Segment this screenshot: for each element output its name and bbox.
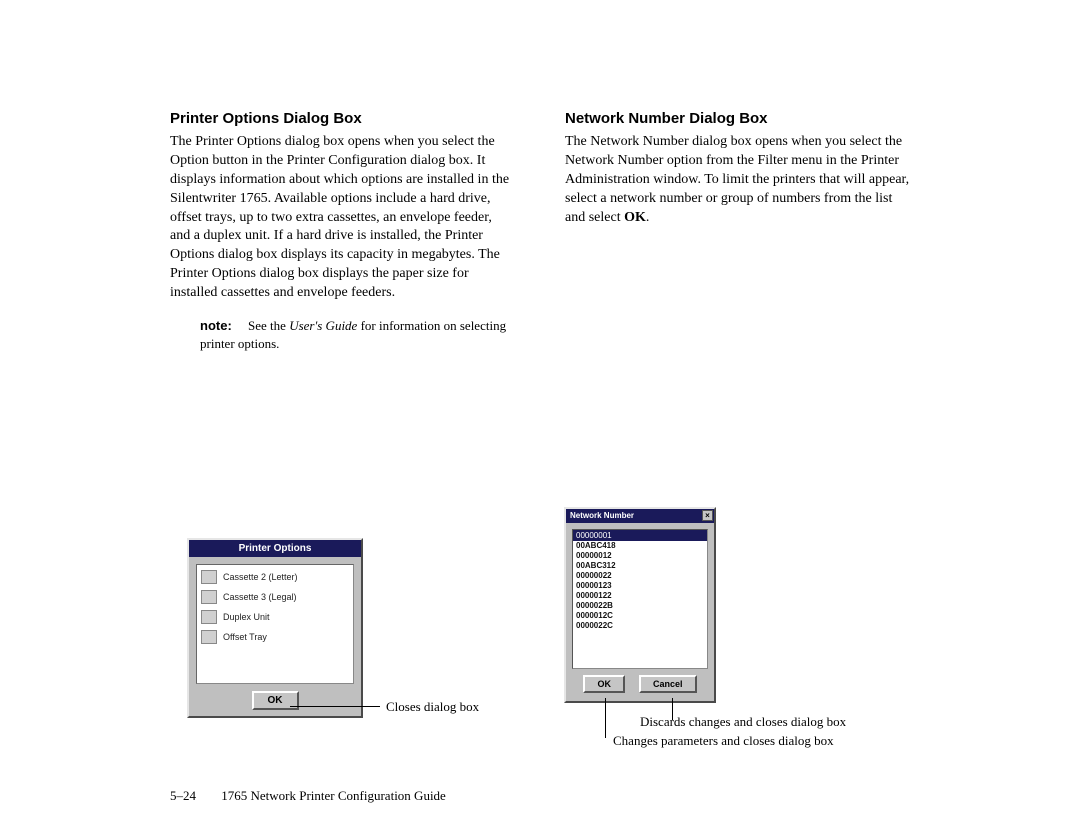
- network-number-dialog: Network Number × 00000001 00ABC418 00000…: [564, 507, 716, 703]
- callout-line: [290, 706, 380, 707]
- callout-closes: Closes dialog box: [386, 698, 479, 716]
- list-item-label: Cassette 3 (Legal): [223, 592, 297, 602]
- callout-line: [605, 698, 606, 738]
- list-item[interactable]: 00000012: [573, 551, 707, 561]
- footer-title: 1765 Network Printer Configuration Guide: [221, 788, 446, 803]
- note-label: note:: [200, 318, 232, 333]
- list-item[interactable]: 00ABC418: [573, 541, 707, 551]
- list-item[interactable]: 0000022B: [573, 601, 707, 611]
- network-number-body: The Network Number dialog box opens when…: [565, 133, 910, 227]
- list-item-label: Duplex Unit: [223, 612, 270, 622]
- cassette-icon: [201, 590, 217, 604]
- duplex-icon: [201, 610, 217, 624]
- list-item[interactable]: 00000022: [573, 571, 707, 581]
- printer-options-titlebar: Printer Options: [189, 540, 361, 557]
- network-number-listbox[interactable]: 00000001 00ABC418 00000012 00ABC312 0000…: [572, 529, 708, 669]
- printer-options-list: Cassette 2 (Letter) Cassette 3 (Legal) D…: [196, 564, 354, 684]
- network-number-titlebar: Network Number ×: [566, 509, 714, 523]
- list-item[interactable]: Cassette 2 (Letter): [201, 570, 349, 584]
- nn-body-post: .: [646, 210, 650, 225]
- page-number: 5–24: [170, 788, 196, 803]
- tray-icon: [201, 630, 217, 644]
- list-item[interactable]: Duplex Unit: [201, 610, 349, 624]
- list-item[interactable]: 0000022C: [573, 621, 707, 631]
- network-number-title: Network Number: [570, 511, 634, 520]
- page-footer: 5–24 1765 Network Printer Configuration …: [170, 788, 446, 804]
- network-number-heading: Network Number Dialog Box: [565, 110, 910, 127]
- cassette-icon: [201, 570, 217, 584]
- list-item-selected[interactable]: 00000001: [573, 530, 707, 541]
- list-item[interactable]: 00ABC312: [573, 561, 707, 571]
- left-column: Printer Options Dialog Box The Printer O…: [170, 110, 515, 352]
- note-text-italic: User's Guide: [289, 318, 357, 333]
- printer-options-body: The Printer Options dialog box opens whe…: [170, 133, 515, 303]
- list-item[interactable]: 0000012C: [573, 611, 707, 621]
- ok-button[interactable]: OK: [252, 691, 299, 710]
- right-column: Network Number Dialog Box The Network Nu…: [565, 110, 910, 352]
- ok-button[interactable]: OK: [583, 675, 625, 693]
- callout-discards: Discards changes and closes dialog box: [640, 713, 846, 731]
- note-block: note: See the User's Guide for informati…: [200, 317, 515, 352]
- close-icon[interactable]: ×: [702, 510, 713, 521]
- callout-changes: Changes parameters and closes dialog box: [613, 732, 834, 750]
- cancel-button[interactable]: Cancel: [639, 675, 697, 693]
- nn-body-pre: The Network Number dialog box opens when…: [565, 134, 909, 225]
- list-item[interactable]: Offset Tray: [201, 630, 349, 644]
- note-text-pre: See the: [248, 318, 289, 333]
- list-item-label: Offset Tray: [223, 632, 267, 642]
- list-item-label: Cassette 2 (Letter): [223, 572, 298, 582]
- list-item[interactable]: 00000122: [573, 591, 707, 601]
- list-item[interactable]: Cassette 3 (Legal): [201, 590, 349, 604]
- printer-options-heading: Printer Options Dialog Box: [170, 110, 515, 127]
- list-item[interactable]: 00000123: [573, 581, 707, 591]
- printer-options-dialog: Printer Options Cassette 2 (Letter) Cass…: [187, 538, 363, 718]
- nn-body-bold: OK: [624, 210, 646, 225]
